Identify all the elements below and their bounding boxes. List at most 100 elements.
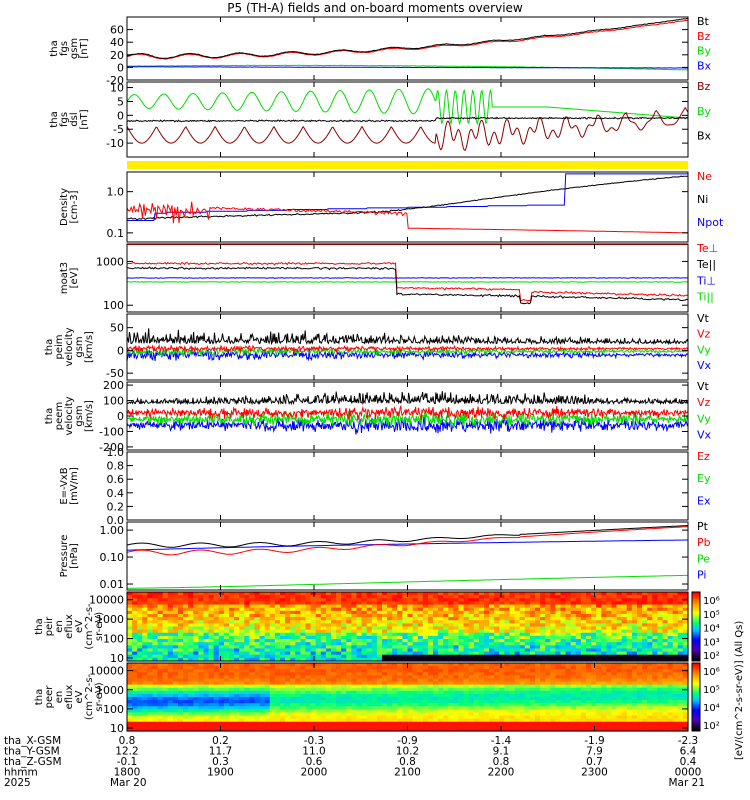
peir-spec-cell — [621, 592, 628, 596]
peer-spec-cell — [274, 703, 281, 707]
peer-spec-cell — [575, 724, 582, 729]
peir-spec-cell — [647, 604, 653, 609]
peer-spec-cell — [351, 675, 358, 680]
peir-spec-cell — [361, 604, 368, 609]
peir-spec-cell — [596, 604, 602, 609]
peir-spec-cell — [300, 639, 307, 643]
peir-spec-cell — [264, 632, 271, 637]
peir-spec-cell — [677, 632, 684, 637]
peir-spec-cell — [596, 654, 602, 659]
peer-spec-cell — [331, 693, 337, 698]
peer-spec-cell — [662, 669, 669, 673]
peir-spec-cell — [162, 642, 169, 646]
peer-spec-cell — [657, 693, 664, 698]
peir-spec-cell — [137, 613, 143, 618]
peer-spec-cell — [586, 706, 592, 710]
peir-spec-cell — [387, 613, 393, 618]
peer-spec-cell — [244, 703, 250, 707]
peir-spec-cell — [397, 598, 403, 603]
peer-spec-cell — [412, 703, 419, 707]
peir-spec-cell — [631, 657, 638, 662]
peir-spec-cell — [596, 610, 602, 615]
peir-spec-cell — [152, 639, 159, 643]
peer-spec-cell — [300, 706, 307, 710]
peir-spec-cell — [259, 617, 266, 621]
peer-spec-cell — [167, 684, 174, 689]
peer-spec-cell — [315, 672, 322, 676]
peir-spec-cell — [458, 632, 465, 637]
peer-spec-cell — [667, 663, 674, 667]
peer-spec-cell — [448, 669, 454, 673]
peir-spec-cell — [453, 607, 460, 612]
series-te-par — [126, 266, 689, 305]
peir-spec-cell — [667, 635, 674, 640]
peer-spec-cell — [489, 693, 495, 698]
peer-spec-cell — [529, 693, 536, 698]
peer-spec-cell — [249, 703, 256, 707]
peir-spec-cell — [631, 645, 638, 650]
peir-spec-cell — [601, 601, 607, 606]
peir-spec-cell — [540, 604, 546, 609]
peir-spec-cell — [662, 620, 669, 624]
peer-spec-cell — [677, 678, 684, 683]
peir-spec-cell — [642, 648, 648, 653]
peir-spec-cell — [621, 607, 628, 612]
peer-spec-cell — [137, 681, 143, 686]
ytick-label: 0 — [117, 61, 124, 74]
peir-spec-cell — [621, 648, 628, 653]
peir-spec-cell — [325, 635, 332, 640]
ylabel-peem-velocity: tha — [44, 408, 55, 424]
peer-spec-cell — [254, 697, 261, 701]
peer-spec-cell — [188, 715, 194, 720]
peir-spec-cell — [127, 620, 133, 624]
peer-spec-cell — [229, 693, 235, 698]
peer-spec-cell — [208, 687, 215, 692]
peir-spec-cell — [371, 654, 378, 659]
peir-spec-cell — [468, 629, 475, 634]
peer-spec-cell — [371, 724, 378, 729]
peir-spec-cell — [336, 617, 342, 621]
peer-spec-cell — [631, 687, 638, 692]
peir-spec-cell — [463, 610, 470, 615]
peir-spec-cell — [448, 642, 454, 646]
peer-spec-cell — [652, 678, 658, 683]
peer-spec-cell — [249, 697, 256, 701]
peir-spec-cell — [167, 620, 174, 624]
peir-spec-cell — [473, 620, 480, 624]
peir-spec-cell — [280, 632, 286, 637]
peer-spec-cell — [443, 666, 449, 670]
peir-spec-cell — [223, 595, 230, 599]
peer-spec-cell — [137, 678, 143, 683]
peer-spec-cell — [672, 718, 679, 723]
peer-spec-cell — [152, 687, 159, 692]
peir-spec-cell — [147, 626, 154, 631]
peir-spec-cell — [463, 620, 470, 624]
peir-spec-cell — [591, 629, 597, 634]
peer-spec-cell — [647, 687, 653, 692]
peer-spec-cell — [280, 690, 286, 695]
peir-spec-cell — [402, 613, 409, 618]
series-ti-par — [126, 281, 688, 283]
peir-spec-cell — [264, 601, 271, 606]
peer-spec-cell — [575, 666, 582, 670]
peir-spec-cell — [157, 632, 164, 637]
peir-spec-cell — [601, 595, 607, 599]
peer-spec-cell — [519, 669, 526, 673]
peir-spec-cell — [183, 592, 189, 596]
peir-spec-cell — [203, 632, 210, 637]
peer-spec-cell — [336, 697, 342, 701]
peer-spec-cell — [259, 727, 266, 732]
peer-spec-cell — [433, 672, 439, 676]
peer-spec-cell — [300, 727, 307, 732]
peer-spec-cell — [601, 678, 607, 683]
peir-spec-cell — [157, 613, 164, 618]
peer-spec-cell — [484, 663, 490, 667]
peer-spec-cell — [667, 669, 674, 673]
peir-spec-cell — [484, 654, 490, 659]
peir-spec-cell — [244, 601, 250, 606]
peir-spec-cell — [626, 617, 633, 621]
peir-spec-cell — [397, 610, 403, 615]
peer-spec-cell — [290, 706, 296, 710]
peir-spec-cell — [218, 601, 225, 606]
peer-spec-cell — [341, 684, 347, 689]
